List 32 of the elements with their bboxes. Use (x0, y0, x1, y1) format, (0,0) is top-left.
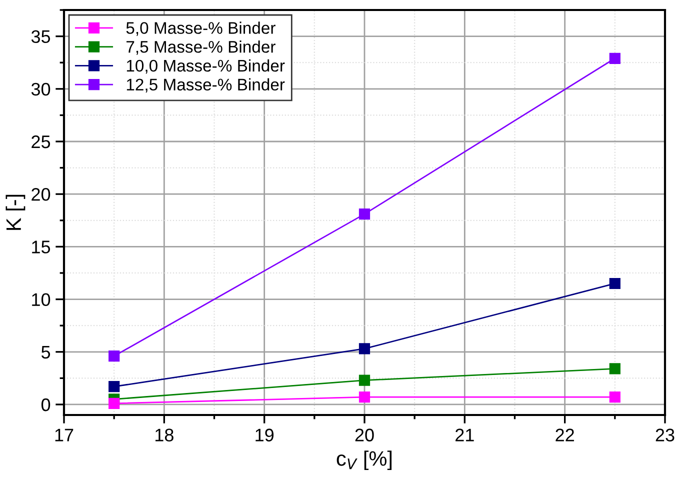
x-tick-label: 18 (156, 428, 174, 442)
point (108, 398, 120, 409)
point (609, 52, 620, 64)
y-tick-label: 0 (41, 398, 50, 412)
x-tick-label: 17 (55, 428, 74, 442)
y-tick-label: 5 (41, 346, 50, 359)
point (609, 363, 620, 374)
point (108, 350, 120, 362)
legend-label: 7,5 Masse-% Binder (126, 40, 276, 55)
point (358, 343, 370, 354)
point (609, 392, 620, 403)
x-tick-label: 19 (256, 428, 274, 442)
legend-label: 5,0 Masse-% Binder (126, 22, 276, 36)
point (358, 392, 370, 403)
x-tick-label: 23 (656, 428, 674, 442)
y-tick-label: 10 (32, 293, 50, 306)
y-tick-label: 30 (31, 82, 50, 96)
point (358, 208, 370, 220)
x-tick-label: 20 (355, 428, 374, 442)
legend-label: 12,5 Masse-% Binder (126, 78, 285, 92)
x-axis-title: c$_{V}$ [%] (336, 450, 392, 470)
legend-label: 10,0 Masse-% Binder (126, 59, 285, 74)
y-tick-label: 35 (31, 30, 50, 44)
point (108, 381, 120, 392)
x-tick-label: 21 (456, 428, 474, 442)
point (358, 374, 370, 386)
y-tick-label: 25 (32, 135, 50, 148)
y-tick-label: 20 (32, 188, 50, 201)
x-tick-label: 22 (556, 428, 574, 442)
point (609, 278, 620, 290)
y-tick-label: 15 (32, 240, 50, 254)
y-axis-title: K [-] (6, 194, 26, 230)
